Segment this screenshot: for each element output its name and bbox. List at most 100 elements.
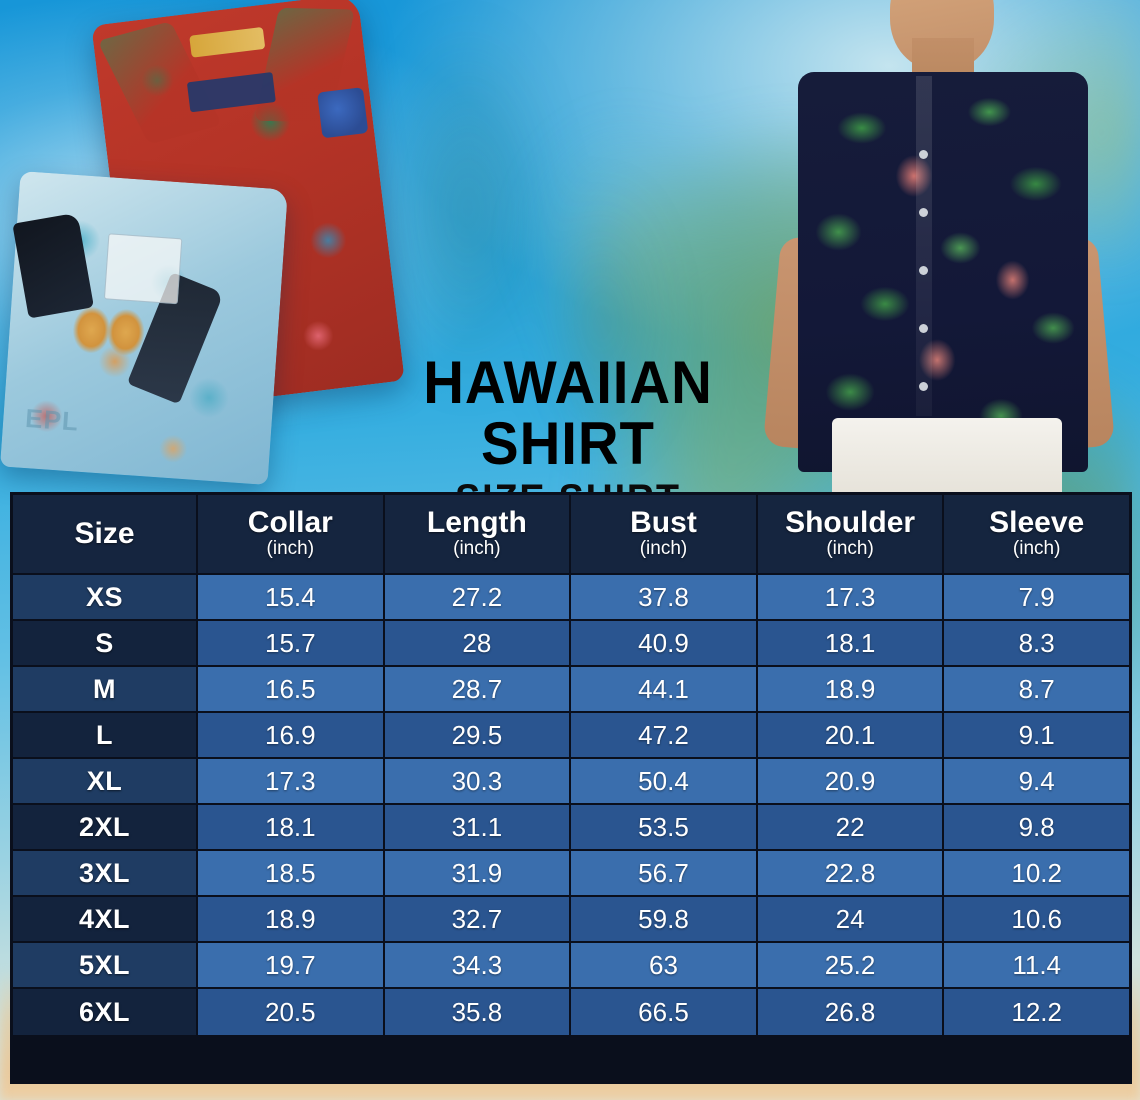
measurement-cell-sleeve: 12.2 [944,989,1129,1035]
size-cell-4xl: 4XL [13,897,198,943]
measurement-cell-collar: 15.7 [198,621,385,667]
measurement-cell-bust: 47.2 [571,713,758,759]
measurement-cell-shoulder: 17.3 [757,575,945,621]
measurement-cell-bust: 44.1 [571,667,758,713]
column-header-label: Shoulder [785,505,916,539]
measurement-value: 22 [835,811,865,842]
measurement-value: 35.8 [451,996,503,1027]
measurement-cell-length: 35.8 [384,989,572,1035]
measurement-value: 8.7 [1018,673,1055,704]
measurement-cell-collar: 16.9 [198,713,385,759]
column-header-unit: (inch) [453,538,501,560]
measurement-value: 59.8 [638,903,689,934]
table-row: M 16.5 28.7 44.1 18.9 8.7 [13,667,1129,713]
measurement-cell-bust: 50.4 [571,759,758,805]
measurement-cell-collar: 18.9 [198,897,385,943]
blue-hawaiian-shirt-image: EPL [0,171,288,485]
table-row: 3XL 18.5 31.9 56.7 22.8 10.2 [13,851,1129,897]
measurement-cell-sleeve: 11.4 [944,943,1129,989]
column-header-length: Length (inch) [384,495,572,575]
measurement-cell-bust: 66.5 [571,989,758,1035]
measurement-cell-shoulder: 18.1 [757,621,945,667]
measurement-value: 47.2 [638,719,689,750]
column-header-label: Collar [247,505,333,539]
column-header-unit: (inch) [639,538,688,560]
measurement-value: 7.9 [1018,581,1055,612]
size-label: XS [85,581,124,612]
title-block: HAWAIIAN SHIRT SIZE SHIRT [318,349,818,521]
measurement-cell-collar: 17.3 [198,759,385,805]
column-header-bust: Bust (inch) [571,495,758,575]
measurement-cell-length: 28.7 [384,667,572,713]
size-cell-m: M [13,667,198,713]
measurement-value: 40.9 [638,627,689,658]
column-header-unit: (inch) [1012,538,1061,560]
column-header-shoulder: Shoulder (inch) [757,495,945,575]
measurement-cell-sleeve: 8.3 [944,621,1129,667]
butterfly-motif [67,302,150,373]
size-label: 5XL [78,949,131,980]
table-row: 2XL 18.1 31.1 53.5 22 9.8 [13,805,1129,851]
measurement-value: 53.5 [638,811,689,842]
measurement-value: 25.2 [824,949,876,980]
measurement-value: 16.5 [264,673,316,704]
column-header-label: Bust [630,505,697,539]
measurement-value: 31.1 [451,811,503,842]
measurement-value: 18.9 [264,903,316,934]
measurement-cell-length: 28 [384,621,572,667]
measurement-value: 8.3 [1018,627,1055,658]
measurement-value: 16.9 [264,719,316,750]
measurement-cell-shoulder: 18.9 [757,667,945,713]
measurement-value: 44.1 [638,673,689,704]
measurement-value: 28 [462,627,492,658]
measurement-cell-shoulder: 20.9 [757,759,945,805]
measurement-cell-bust: 40.9 [571,621,758,667]
size-label: L [96,719,113,750]
measurement-cell-length: 32.7 [384,897,572,943]
column-header-label: Sleeve [989,505,1085,539]
measurement-value: 66.5 [638,996,689,1027]
red-shirt-sleeve-badge [317,87,369,139]
size-cell-2xl: 2XL [13,805,198,851]
size-cell-xs: XS [13,575,198,621]
column-header-sleeve: Sleeve (inch) [944,495,1129,575]
measurement-value: 50.4 [638,765,689,796]
measurement-cell-bust: 59.8 [571,897,758,943]
column-header-unit: (inch) [266,538,315,560]
measurement-value: 18.1 [824,627,876,658]
measurement-cell-sleeve: 10.6 [944,897,1129,943]
model-photo [720,0,1140,500]
column-header-unit: (inch) [826,538,874,560]
measurement-value: 30.3 [451,765,503,796]
measurement-value: 24 [835,903,865,934]
column-header-collar: Collar (inch) [198,495,385,575]
measurement-cell-sleeve: 9.8 [944,805,1129,851]
measurement-cell-length: 31.9 [384,851,572,897]
measurement-value: 28.7 [451,673,503,704]
measurement-value: 20.9 [824,765,876,796]
measurement-value: 22.8 [824,857,876,888]
measurement-value: 18.5 [264,857,316,888]
table-row: XS 15.4 27.2 37.8 17.3 7.9 [13,575,1129,621]
measurement-value: 63 [649,949,678,980]
measurement-value: 10.2 [1011,857,1062,888]
measurement-value: 10.6 [1011,903,1062,934]
measurement-cell-bust: 53.5 [571,805,758,851]
measurement-value: 29.5 [451,719,503,750]
page-title: HAWAIIAN SHIRT [423,349,713,478]
table-row: 5XL 19.7 34.3 63 25.2 11.4 [13,943,1129,989]
size-cell-5xl: 5XL [13,943,198,989]
shirt-button [919,150,928,159]
red-shirt-brand-tag [189,26,266,58]
size-cell-s: S [13,621,198,667]
blue-shirt-pocket [103,233,183,305]
measurement-value: 34.3 [451,949,503,980]
measurement-value: 9.1 [1018,719,1055,750]
measurement-cell-shoulder: 20.1 [757,713,945,759]
size-label: S [95,627,114,658]
measurement-value: 12.2 [1011,996,1062,1027]
size-label: 3XL [78,857,131,888]
measurement-value: 20.5 [264,996,316,1027]
measurement-value: 20.1 [824,719,876,750]
